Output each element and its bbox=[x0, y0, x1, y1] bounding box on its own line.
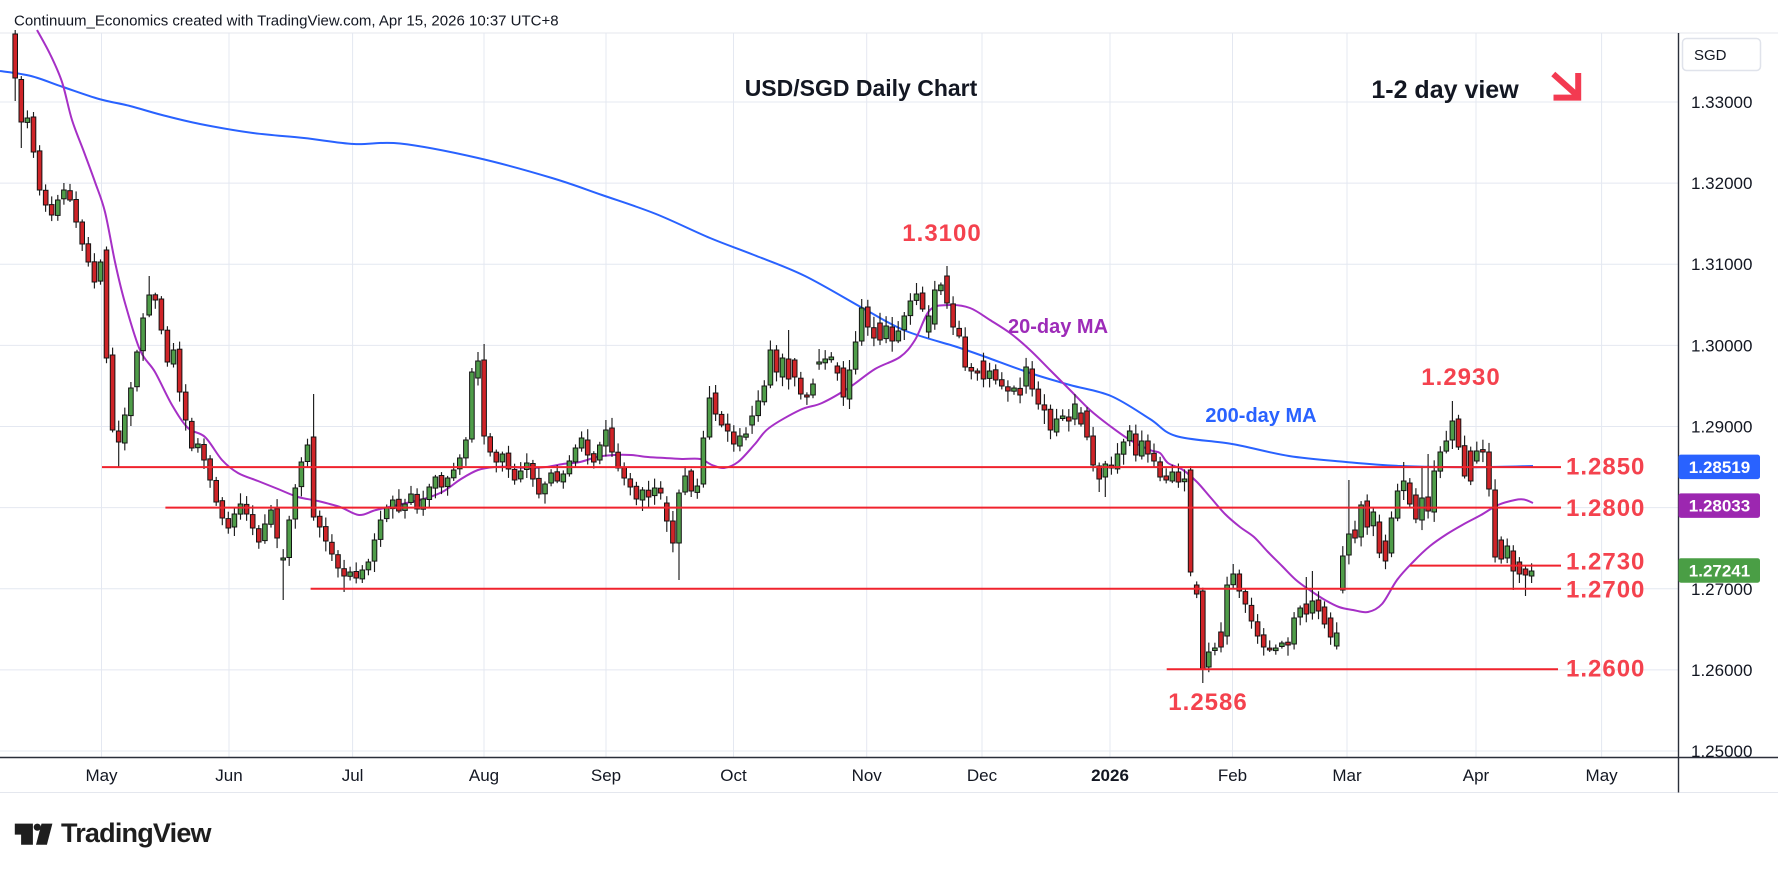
svg-text:1.33000: 1.33000 bbox=[1691, 93, 1752, 112]
svg-text:SGD: SGD bbox=[1694, 47, 1727, 64]
svg-text:Nov: Nov bbox=[852, 766, 883, 785]
svg-text:20-day MA: 20-day MA bbox=[1008, 316, 1108, 338]
svg-text:1.29000: 1.29000 bbox=[1691, 418, 1752, 437]
svg-text:2026: 2026 bbox=[1091, 766, 1129, 785]
svg-text:1.26000: 1.26000 bbox=[1691, 661, 1752, 680]
svg-text:1.32000: 1.32000 bbox=[1691, 174, 1752, 193]
svg-text:1.27241: 1.27241 bbox=[1689, 561, 1750, 580]
svg-text:Oct: Oct bbox=[720, 766, 747, 785]
svg-text:Sep: Sep bbox=[591, 766, 621, 785]
svg-text:1.25000: 1.25000 bbox=[1691, 742, 1752, 761]
svg-text:1-2 day view: 1-2 day view bbox=[1371, 76, 1519, 104]
svg-text:Jul: Jul bbox=[342, 766, 364, 785]
svg-text:May: May bbox=[85, 766, 118, 785]
svg-text:1.2730: 1.2730 bbox=[1566, 549, 1645, 576]
svg-text:1.30000: 1.30000 bbox=[1691, 336, 1752, 355]
svg-text:Aug: Aug bbox=[469, 766, 499, 785]
svg-text:1.28519: 1.28519 bbox=[1689, 458, 1750, 477]
svg-text:Apr: Apr bbox=[1463, 766, 1490, 785]
svg-text:1.2600: 1.2600 bbox=[1566, 656, 1645, 683]
svg-text:1.2800: 1.2800 bbox=[1566, 495, 1645, 522]
svg-text:1.31000: 1.31000 bbox=[1691, 255, 1752, 274]
svg-text:1.2850: 1.2850 bbox=[1566, 453, 1645, 480]
svg-text:1.3100: 1.3100 bbox=[902, 220, 981, 247]
svg-text:1.27000: 1.27000 bbox=[1691, 580, 1752, 599]
svg-text:1.2586: 1.2586 bbox=[1168, 689, 1247, 716]
svg-text:Jun: Jun bbox=[215, 766, 242, 785]
svg-text:Dec: Dec bbox=[967, 766, 998, 785]
svg-text:USD/SGD Daily Chart: USD/SGD Daily Chart bbox=[745, 75, 978, 101]
svg-text:Mar: Mar bbox=[1332, 766, 1362, 785]
svg-text:1.2930: 1.2930 bbox=[1421, 364, 1500, 391]
svg-text:1.2700: 1.2700 bbox=[1566, 577, 1645, 604]
svg-text:Continuum_Economics created wi: Continuum_Economics created with Trading… bbox=[14, 13, 559, 30]
svg-text:200-day MA: 200-day MA bbox=[1205, 405, 1316, 427]
svg-text:1.28033: 1.28033 bbox=[1689, 497, 1750, 516]
svg-text:Feb: Feb bbox=[1218, 766, 1247, 785]
svg-text:TradingView: TradingView bbox=[61, 818, 213, 848]
svg-text:May: May bbox=[1586, 766, 1619, 785]
